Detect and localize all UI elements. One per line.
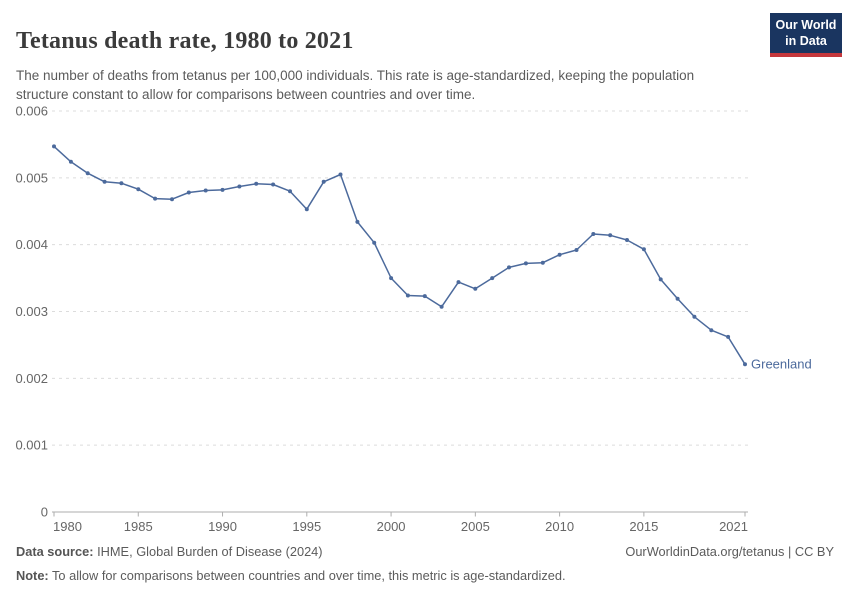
data-point[interactable] <box>136 187 141 192</box>
data-point[interactable] <box>203 188 208 193</box>
chart-subtitle: The number of deaths from tetanus per 10… <box>16 67 695 102</box>
owid-logo-line1: Our World <box>775 18 837 32</box>
data-source-text: Data source: IHME, Global Burden of Dise… <box>16 544 323 559</box>
x-axis-tick-label: 1985 <box>124 519 153 534</box>
data-point[interactable] <box>237 184 242 189</box>
x-axis-tick-label: 2021 <box>719 519 748 534</box>
data-point[interactable] <box>405 293 410 298</box>
license-link[interactable]: OurWorldinData.org/tetanus | CC BY <box>625 544 834 559</box>
data-point[interactable] <box>355 219 360 224</box>
page-title: Tetanus death rate, 1980 to 2021 <box>16 28 354 55</box>
data-point[interactable] <box>220 187 225 192</box>
x-axis-tick-label: 1980 <box>53 519 82 534</box>
note-value: To allow for comparisons between countri… <box>48 568 566 583</box>
data-point[interactable] <box>102 179 107 184</box>
data-point[interactable] <box>709 328 714 333</box>
data-point[interactable] <box>119 181 124 186</box>
data-point[interactable] <box>68 159 73 164</box>
data-point[interactable] <box>321 179 326 184</box>
data-point[interactable] <box>490 276 495 281</box>
data-point[interactable] <box>625 238 629 242</box>
data-point[interactable] <box>372 240 377 245</box>
chart-plot-area: 0 0.001 0.002 0.003 0.004 0.005 0.006 1980 1985 1… <box>15 104 812 535</box>
y-axis-tick-label: 0.001 <box>15 438 48 453</box>
y-axis-tick-label: 0.006 <box>15 104 48 119</box>
data-point[interactable] <box>473 286 478 291</box>
data-source-label: Data source: <box>16 544 94 559</box>
data-point[interactable] <box>557 252 562 257</box>
data-point[interactable] <box>641 247 646 252</box>
data-point[interactable] <box>271 182 276 187</box>
data-point[interactable] <box>743 362 747 367</box>
data-point[interactable] <box>608 233 613 238</box>
note-label: Note: <box>16 568 49 583</box>
y-axis-tick-label: 0 <box>41 505 48 520</box>
data-point[interactable] <box>675 296 680 301</box>
data-point[interactable] <box>389 276 394 281</box>
x-axis-tick-label: 2005 <box>461 519 490 534</box>
data-point[interactable] <box>540 260 545 265</box>
data-point[interactable] <box>85 171 90 176</box>
y-axis-tick-label: 0.003 <box>15 304 48 319</box>
data-point[interactable] <box>52 144 56 149</box>
x-axis-tick-label: 2015 <box>629 519 658 534</box>
y-axis-tick-label: 0.004 <box>15 237 48 252</box>
y-axis-tick-label: 0.005 <box>15 170 48 185</box>
data-point[interactable] <box>692 314 697 319</box>
y-axis-tick-label: 0.002 <box>15 371 48 386</box>
data-point[interactable] <box>523 261 528 266</box>
data-source-value: IHME, Global Burden of Disease (2024) <box>93 544 323 559</box>
line-chart: 0 0.001 0.002 0.003 0.004 0.005 0.006 1980 1985 1… <box>15 104 812 535</box>
series-label-greenland[interactable]: Greenland <box>751 356 812 371</box>
data-point[interactable] <box>456 280 461 285</box>
data-point[interactable] <box>591 232 596 236</box>
x-axis-tick-label: 2000 <box>377 519 406 534</box>
data-point[interactable] <box>507 265 511 270</box>
series-line-greenland <box>53 145 746 365</box>
data-point[interactable] <box>186 190 191 195</box>
data-point[interactable] <box>304 207 309 212</box>
data-point[interactable] <box>153 196 158 201</box>
owid-logo[interactable]: Our World in Data <box>770 13 842 58</box>
data-point[interactable] <box>254 181 259 186</box>
data-point[interactable] <box>288 189 292 194</box>
data-point[interactable] <box>574 248 579 252</box>
data-point[interactable] <box>658 277 663 282</box>
x-axis-tick-label: 1995 <box>292 519 321 534</box>
data-point[interactable] <box>338 172 343 177</box>
data-point[interactable] <box>422 294 427 299</box>
owid-logo-line2: in Data <box>785 33 827 48</box>
data-point[interactable] <box>439 304 444 309</box>
data-point[interactable] <box>170 197 174 202</box>
x-axis-tick-label: 2010 <box>545 519 574 534</box>
data-point[interactable] <box>726 334 731 339</box>
note-text: Note: To allow for comparisons between c… <box>16 568 566 583</box>
x-axis-tick-label: 1990 <box>208 519 237 534</box>
